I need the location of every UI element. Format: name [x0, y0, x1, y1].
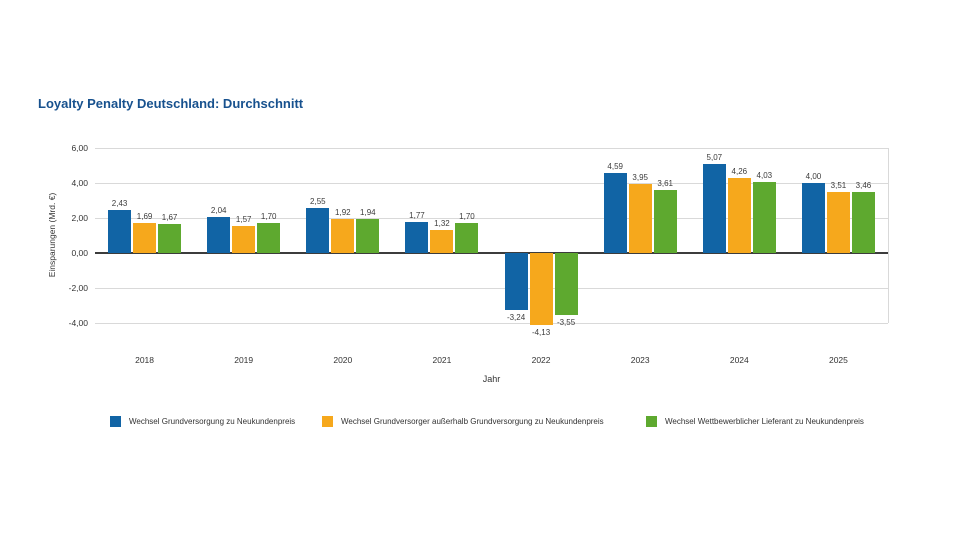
bar-value-label: -3,24 — [506, 312, 526, 322]
bar-value-label: 1,57 — [235, 214, 252, 224]
bar-2020-series1 — [306, 208, 330, 253]
x-tick-label: 2022 — [531, 355, 551, 365]
bar-value-label: -3,55 — [556, 318, 576, 328]
x-tick-label: 2023 — [630, 355, 650, 365]
bar-2022-series3 — [554, 253, 578, 316]
plot-right-border — [888, 148, 889, 323]
legend-color-swatch — [110, 416, 121, 427]
legend-color-swatch — [322, 416, 333, 427]
bar-2021-series3 — [455, 223, 479, 253]
y-tick-label: 0,00 — [71, 248, 88, 258]
x-axis-title: Jahr — [482, 374, 501, 384]
bar-value-label: 1,69 — [136, 212, 153, 222]
legend-color-swatch — [646, 416, 657, 427]
bar-value-label: 1,32 — [434, 218, 450, 228]
x-tick-label: 2018 — [135, 355, 155, 365]
bar-value-label: 4,26 — [731, 167, 748, 177]
bar-2021-series1 — [405, 222, 429, 253]
y-axis-title: Einsparungen (Mrd. €) — [47, 192, 57, 278]
bar-2020-series3 — [356, 219, 380, 253]
legend-item: Wechsel Wettbewerblicher Lieferant zu Ne… — [646, 416, 864, 427]
bar-2019-series3 — [257, 223, 281, 253]
bar-value-label: 1,70 — [260, 212, 277, 222]
bar-value-label: 1,67 — [161, 212, 178, 222]
bar-2023-series3 — [653, 189, 677, 253]
x-tick-label: 2024 — [729, 355, 749, 365]
y-tick-label: -4,00 — [68, 318, 88, 328]
zero-axis-line — [95, 252, 888, 254]
y-tick-label: 6,00 — [71, 143, 88, 153]
bar-2025-series2 — [826, 191, 850, 253]
bar-value-label: 2,43 — [111, 199, 128, 209]
bar-2022-series2 — [529, 253, 553, 326]
gridline — [95, 148, 888, 149]
bar-value-label: 3,95 — [632, 172, 648, 182]
gridline — [95, 218, 888, 219]
y-tick-label: 4,00 — [71, 178, 88, 188]
bar-2023-series2 — [628, 183, 652, 253]
bar-value-label: 4,59 — [607, 161, 623, 171]
bar-value-label: 1,77 — [409, 211, 425, 221]
gridline — [95, 288, 888, 289]
bar-2025-series3 — [851, 192, 875, 253]
bar-value-label: 3,61 — [657, 178, 673, 188]
bar-2024-series2 — [727, 178, 751, 253]
bar-2020-series2 — [331, 219, 355, 253]
bar-value-label: 1,94 — [360, 208, 376, 218]
legend-item: Wechsel Grundversorgung zu Neukundenprei… — [110, 416, 295, 427]
chart-legend: Wechsel Grundversorgung zu Neukundenprei… — [0, 416, 960, 430]
x-tick-label: 2019 — [234, 355, 254, 365]
y-tick-label: 2,00 — [71, 213, 88, 223]
bar-value-label: 1,70 — [459, 212, 475, 222]
bar-2019-series2 — [232, 225, 256, 253]
bar-value-label: 2,55 — [310, 197, 326, 207]
gridline — [95, 183, 888, 184]
gridline — [95, 323, 888, 324]
bar-2018-series3 — [158, 223, 182, 253]
bar-2024-series3 — [752, 182, 776, 253]
bar-2018-series2 — [133, 223, 157, 253]
bar-value-label: 3,51 — [830, 180, 847, 190]
bar-value-label: 4,00 — [805, 172, 822, 181]
bar-2024-series1 — [702, 164, 726, 253]
legend-item-label: Wechsel Wettbewerblicher Lieferant zu Ne… — [665, 417, 864, 426]
bar-2021-series2 — [430, 229, 454, 253]
legend-item-label: Wechsel Grundversorgung zu Neukundenprei… — [129, 417, 296, 426]
bar-value-label: 2,04 — [210, 206, 227, 216]
x-tick-label: 2021 — [432, 355, 452, 365]
bar-2022-series1 — [504, 253, 528, 310]
y-tick-label: -2,00 — [68, 283, 88, 293]
bar-value-label: 4,03 — [756, 171, 773, 181]
bar-value-label: 5,07 — [706, 153, 723, 163]
legend-item: Wechsel Grundversorger außerhalb Grundve… — [322, 416, 604, 427]
bar-value-label: 1,92 — [335, 208, 351, 218]
x-tick-label: 2020 — [333, 355, 353, 365]
bar-2025-series1 — [801, 183, 825, 253]
bar-value-label: 3,46 — [855, 181, 872, 191]
x-tick-label: 2025 — [828, 355, 848, 365]
bar-2019-series1 — [207, 217, 231, 253]
bar-2018-series1 — [108, 210, 132, 253]
legend-item-label: Wechsel Grundversorger außerhalb Grundve… — [341, 417, 604, 426]
bar-value-label: -4,13 — [531, 328, 551, 338]
chart-title: Loyalty Penalty Deutschland: Durchschnit… — [38, 96, 304, 111]
bar-2023-series1 — [603, 172, 627, 253]
